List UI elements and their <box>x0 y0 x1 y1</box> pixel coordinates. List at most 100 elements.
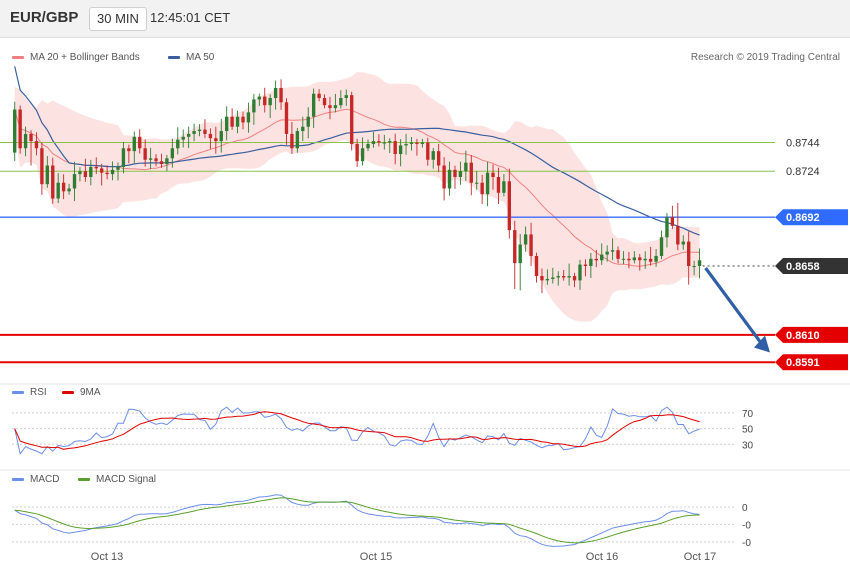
candle-body <box>556 276 560 278</box>
legend-ma9-label: 9MA <box>80 387 101 398</box>
candle-body <box>295 131 300 149</box>
candle-body <box>480 182 484 195</box>
candle-body <box>94 166 98 169</box>
candle-body <box>436 151 441 166</box>
candle-body <box>518 244 522 264</box>
candle-body <box>371 141 376 144</box>
candle-body <box>148 158 153 160</box>
candle-body <box>306 116 310 127</box>
candle-body <box>181 136 185 140</box>
rsi-ma9-line <box>14 411 700 450</box>
ma20-line <box>14 108 700 267</box>
candle-body <box>138 136 142 149</box>
macd-tick-label-1: -0 <box>742 520 751 531</box>
candle-body <box>170 148 175 159</box>
candle-body <box>89 166 93 177</box>
candle-body <box>485 172 490 195</box>
candle-body <box>534 255 539 277</box>
copyright-text: Research © 2019 Trading Central <box>690 52 840 63</box>
candle-body <box>192 131 196 134</box>
candle-body <box>551 277 555 279</box>
candle-body <box>235 116 240 127</box>
macd-swatch <box>12 478 24 481</box>
candle-body <box>507 181 512 231</box>
candle-body <box>681 241 685 245</box>
legend-bollinger-label: MA 20 + Bollinger Bands <box>30 52 140 63</box>
candle-body <box>676 225 680 245</box>
candle-body <box>13 109 17 153</box>
rsi-line <box>14 406 700 455</box>
level-label-0.8692: 0.8692 <box>786 212 820 224</box>
candle-body <box>246 112 251 123</box>
candle-body <box>116 166 120 170</box>
candle-body <box>257 96 261 100</box>
timeframe-button[interactable]: 30 MIN <box>89 7 147 31</box>
rsi-tick-label-70: 70 <box>742 409 754 420</box>
candle-body <box>578 264 582 281</box>
rsi-tick-label-50: 50 <box>742 425 754 436</box>
candle-body <box>605 251 609 255</box>
candle-body <box>491 172 495 177</box>
candle-body <box>214 138 218 142</box>
forecast-arrow-head <box>754 335 770 353</box>
candle-body <box>377 141 381 143</box>
candle-body <box>567 276 571 278</box>
candle-body <box>154 158 158 162</box>
legend-macd-label: MACD <box>30 474 60 485</box>
candle-body <box>51 165 55 199</box>
candle-body <box>561 276 566 278</box>
candle-body <box>393 141 397 155</box>
level-label-0.8724: 0.8724 <box>786 166 820 178</box>
candle-body <box>420 142 425 144</box>
candle-body <box>99 168 104 173</box>
candle-body <box>203 129 207 134</box>
candle-body <box>475 182 479 184</box>
candle-body <box>301 126 305 132</box>
legend-macd: MACD <box>12 474 59 485</box>
legend-bollinger: MA 20 + Bollinger Bands <box>12 52 140 63</box>
candle-body <box>34 141 39 149</box>
candle-body <box>61 182 66 192</box>
candle-body <box>132 136 136 152</box>
candle-body <box>83 171 88 177</box>
candle-body <box>398 145 403 155</box>
bollinger-swatch <box>12 56 24 59</box>
level-label-0.8610: 0.8610 <box>786 330 820 342</box>
candle-body <box>545 278 550 281</box>
candle-body <box>350 95 354 144</box>
candle-body <box>197 129 202 132</box>
candle-body <box>415 142 419 144</box>
candle-body <box>659 237 664 256</box>
candle-body <box>72 174 77 189</box>
symbol-label[interactable]: EUR/GBP <box>10 9 79 26</box>
candle-body <box>230 116 234 127</box>
candle-body <box>589 258 593 267</box>
candle-body <box>252 99 256 113</box>
legend-signal-label: MACD Signal <box>96 474 157 485</box>
candle-body <box>127 148 131 152</box>
level-tag-0.8591 <box>775 354 848 371</box>
candle-body <box>355 143 359 162</box>
candle-body <box>687 241 691 267</box>
candle-body <box>29 133 33 142</box>
legend-ma50: MA 50 <box>168 52 214 63</box>
legend-rsi-label: RSI <box>30 387 47 398</box>
candle-body <box>110 169 115 175</box>
legend-rsi: RSI <box>12 387 47 398</box>
ma50-line <box>14 66 700 236</box>
candle-body <box>540 276 544 281</box>
candle-body <box>290 133 294 149</box>
macd-tick-label-2: -0 <box>742 538 751 549</box>
legend-ma50-label: MA 50 <box>186 52 215 63</box>
candle-body <box>344 95 348 99</box>
rsi-tick-label-30: 30 <box>742 440 754 451</box>
candle-body <box>610 250 615 252</box>
time-label: 12:45:01 CET <box>150 10 231 25</box>
candle-body <box>322 98 327 106</box>
candle-body <box>284 102 289 134</box>
candle-body <box>219 131 223 142</box>
candle-body <box>143 148 147 160</box>
levels-group: 0.8744 0.8724 0.8692 0.8658 0.8610 0.8591 <box>0 138 848 371</box>
candle-body <box>583 264 588 267</box>
